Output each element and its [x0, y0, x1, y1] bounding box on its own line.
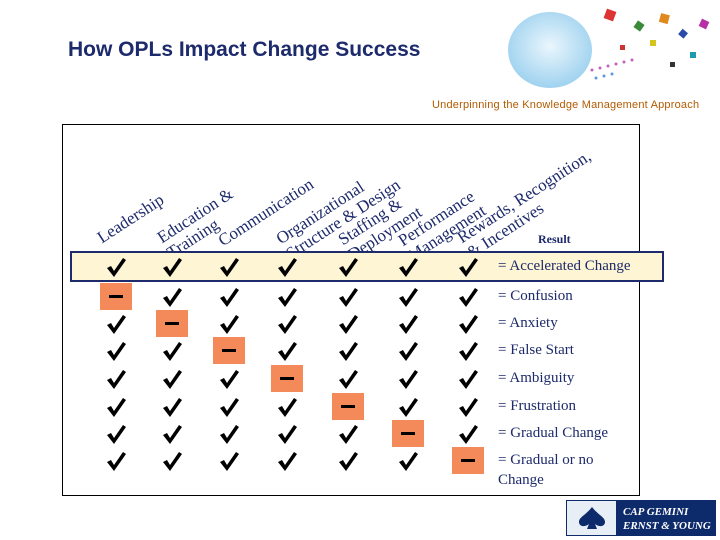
checkmark-icon: [332, 447, 364, 474]
checkmark-icon: [332, 310, 364, 337]
checkmark-icon: [332, 253, 364, 280]
page-subtitle: Underpinning the Knowledge Management Ap…: [432, 99, 700, 111]
checkmark-icon: [392, 337, 424, 364]
missing-factor-mark: [332, 393, 364, 420]
result-text: = Ambiguity: [498, 370, 575, 386]
checkmark-icon: [392, 447, 424, 474]
checkmark-icon: [332, 337, 364, 364]
checkmark-icon: [452, 420, 484, 447]
result-text: = Gradual or no Change: [498, 452, 594, 488]
checkmark-icon: [452, 365, 484, 392]
checkmark-icon: [271, 447, 303, 474]
checkmark-icon: [392, 253, 424, 280]
checkmark-icon: [392, 393, 424, 420]
dash-icon: [222, 349, 236, 352]
checkmark-icon: [213, 365, 245, 392]
missing-factor-mark: [213, 337, 245, 364]
checkmark-icon: [213, 283, 245, 310]
logo-text: CAP GEMINI ERNST & YOUNG: [617, 501, 715, 535]
checkmark-icon: [392, 283, 424, 310]
checkmark-icon: [271, 283, 303, 310]
dash-icon: [165, 322, 179, 325]
checkmark-icon: [452, 337, 484, 364]
missing-factor-mark: [100, 283, 132, 310]
checkmark-icon: [156, 393, 188, 420]
logo-line-1: CAP GEMINI: [623, 506, 689, 518]
checkmark-icon: [156, 283, 188, 310]
dash-icon: [109, 295, 123, 298]
checkmark-icon: [392, 310, 424, 337]
result-text: = Anxiety: [498, 315, 558, 331]
checkmark-icon: [332, 420, 364, 447]
checkmark-icon: [213, 310, 245, 337]
dash-icon: [280, 377, 294, 380]
missing-factor-mark: [452, 447, 484, 474]
checkmark-icon: [213, 253, 245, 280]
checkmark-icon: [452, 283, 484, 310]
checkmark-icon: [156, 337, 188, 364]
result-text: = Frustration: [498, 398, 577, 414]
checkmark-icon: [156, 365, 188, 392]
result-text: = Accelerated Change: [498, 258, 631, 274]
dash-icon: [461, 459, 475, 462]
result-column-label: Result: [538, 232, 571, 246]
checkmark-icon: [271, 253, 303, 280]
missing-factor-mark: [392, 420, 424, 447]
checkmark-icon: [156, 253, 188, 280]
logo-line-2: ERNST & YOUNG: [623, 520, 711, 532]
checkmark-icon: [332, 365, 364, 392]
result-text: = False Start: [498, 342, 574, 358]
checkmark-icon: [271, 310, 303, 337]
company-logo: CAP GEMINI ERNST & YOUNG: [566, 500, 716, 536]
checkmark-icon: [213, 393, 245, 420]
page-title: How OPLs Impact Change Success: [68, 38, 421, 61]
checkmark-icon: [100, 337, 132, 364]
checkmark-icon: [452, 310, 484, 337]
missing-factor-mark: [156, 310, 188, 337]
checkmark-icon: [392, 365, 424, 392]
missing-factor-mark: [271, 365, 303, 392]
checkmark-icon: [100, 310, 132, 337]
highlighted-row: [70, 251, 664, 282]
checkmark-icon: [271, 337, 303, 364]
checkmark-icon: [213, 447, 245, 474]
checkmark-icon: [332, 283, 364, 310]
checkmark-icon: [100, 365, 132, 392]
result-text: = Confusion: [498, 288, 573, 304]
dash-icon: [341, 405, 355, 408]
checkmark-icon: [271, 420, 303, 447]
checkmark-icon: [100, 447, 132, 474]
decorative-graphic: [508, 8, 710, 88]
checkmark-icon: [100, 420, 132, 447]
result-text: = Gradual Change: [498, 425, 609, 441]
dash-icon: [401, 432, 415, 435]
checkmark-icon: [213, 420, 245, 447]
checkmark-icon: [271, 393, 303, 420]
checkmark-icon: [156, 420, 188, 447]
checkmark-icon: [100, 253, 132, 280]
checkmark-icon: [100, 393, 132, 420]
checkmark-icon: [452, 393, 484, 420]
checkmark-icon: [452, 253, 484, 280]
checkmark-icon: [156, 447, 188, 474]
spade-logo-icon: [567, 501, 617, 535]
